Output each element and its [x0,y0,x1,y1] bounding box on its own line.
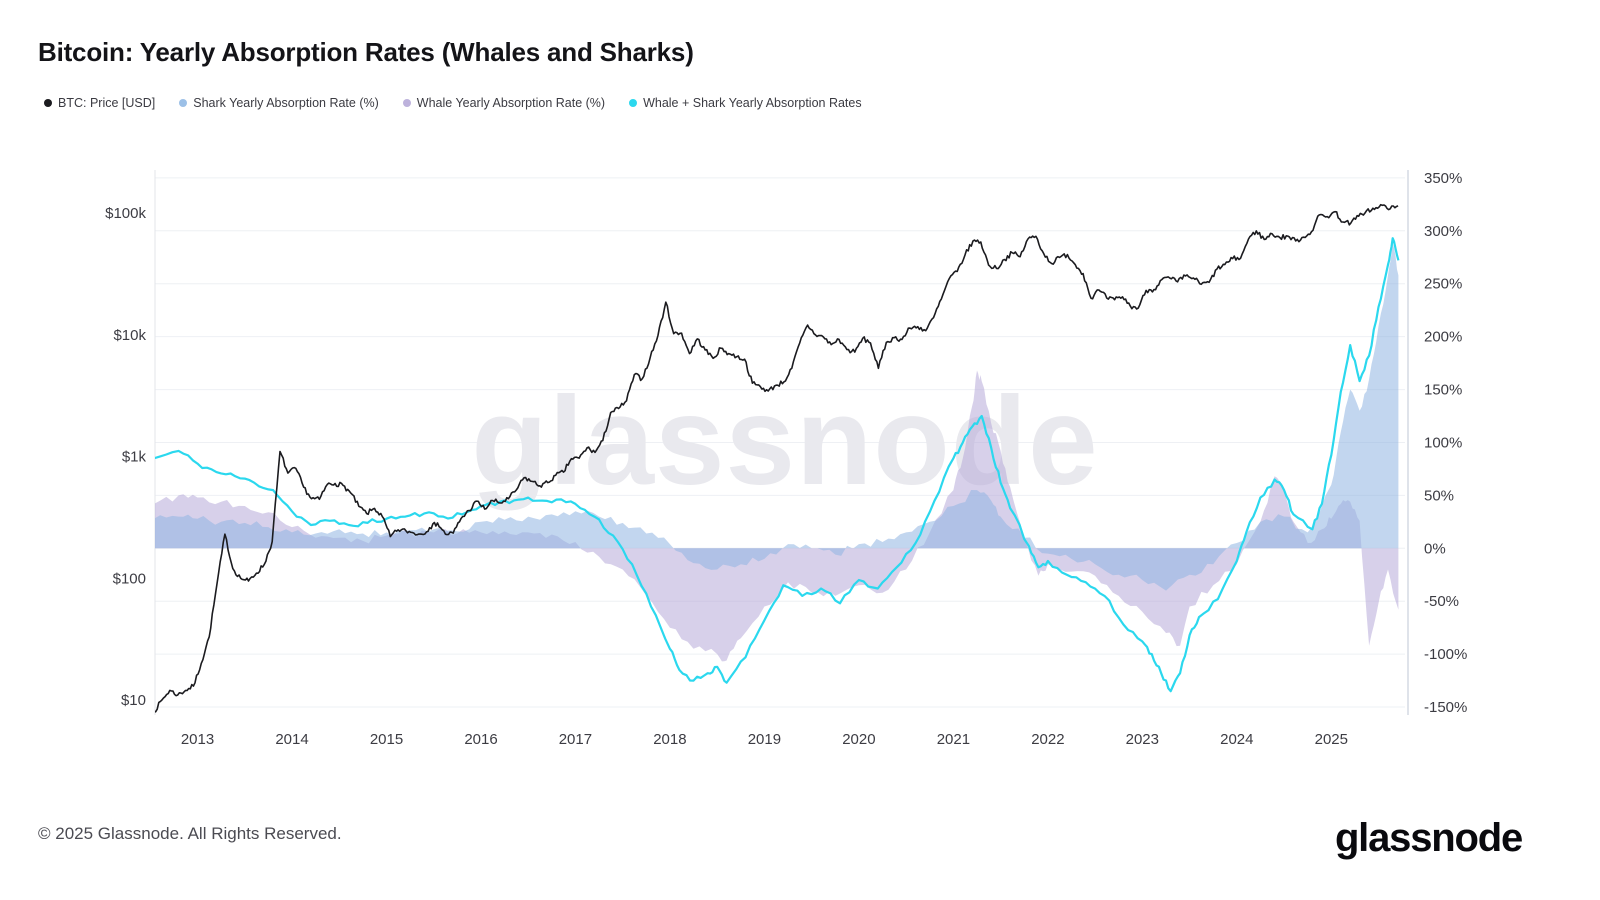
x-axis-tick-label: 2023 [1126,731,1159,748]
copyright-text: © 2025 Glassnode. All Rights Reserved. [38,824,342,843]
x-axis-tick-label: 2015 [370,731,403,748]
x-axis-tick-label: 2022 [1031,731,1064,748]
y-right-tick-label: 350% [1424,170,1462,187]
legend-item-whale[interactable]: Whale Yearly Absorption Rate (%) [402,96,606,110]
combined-line [155,237,1400,693]
y-left-tick-label: $100 [113,570,146,587]
y-right-tick-label: 200% [1424,329,1462,346]
page-title: Bitcoin: Yearly Absorption Rates (Whales… [38,37,694,67]
y-right-tick-label: 50% [1424,487,1454,504]
x-axis-tick-label: 2018 [653,731,686,748]
x-axis-tick-label: 2016 [464,731,497,748]
y-left-tick-label: $100k [105,205,146,222]
legend-dot-btc [44,99,52,107]
x-axis-tick-label: 2014 [275,731,308,748]
x-axis-tick-label: 2024 [1220,731,1253,748]
y-right-tick-label: 0% [1424,540,1446,557]
y-right-tick-label: 300% [1424,223,1462,240]
y-left-tick-label: $10k [113,327,146,344]
legend: BTC: Price [USD] Shark Yearly Absorption … [44,96,862,110]
legend-dot-shark [179,99,188,107]
x-axis-tick-label: 2020 [842,731,875,748]
legend-label: BTC: Price [USD] [58,96,156,110]
y-right-tick-label: 150% [1424,382,1462,399]
legend-label: Shark Yearly Absorption Rate (%) [193,96,379,110]
glassnode-logo: glassnode [1334,816,1523,860]
legend-item-shark[interactable]: Shark Yearly Absorption Rate (%) [179,96,379,110]
x-axis-tick-label: 2021 [937,731,970,748]
y-right-tick-label: -150% [1424,699,1467,716]
x-axis-tick-label: 2013 [181,731,214,748]
legend-label: Whale + Shark Yearly Absorption Rates [643,96,862,110]
x-axis-tick-label: 2025 [1315,731,1348,748]
y-left-tick-label: $1k [122,449,147,466]
x-axis-tick-label: 2019 [748,731,781,748]
btc-price-line [155,203,1399,713]
y-right-tick-label: 250% [1424,276,1462,293]
legend-item-combined[interactable]: Whale + Shark Yearly Absorption Rates [629,96,862,110]
y-right-tick-label: -100% [1424,646,1467,663]
y-left-tick-label: $10 [121,692,146,709]
x-axis-tick-label: 2017 [559,731,592,748]
legend-dot-combined [629,99,638,107]
y-right-tick-label: 100% [1424,435,1462,452]
legend-dot-whale [402,99,411,107]
legend-item-btc[interactable]: BTC: Price [USD] [44,96,155,110]
legend-label: Whale Yearly Absorption Rate (%) [416,96,606,110]
y-right-tick-label: -50% [1424,593,1459,610]
